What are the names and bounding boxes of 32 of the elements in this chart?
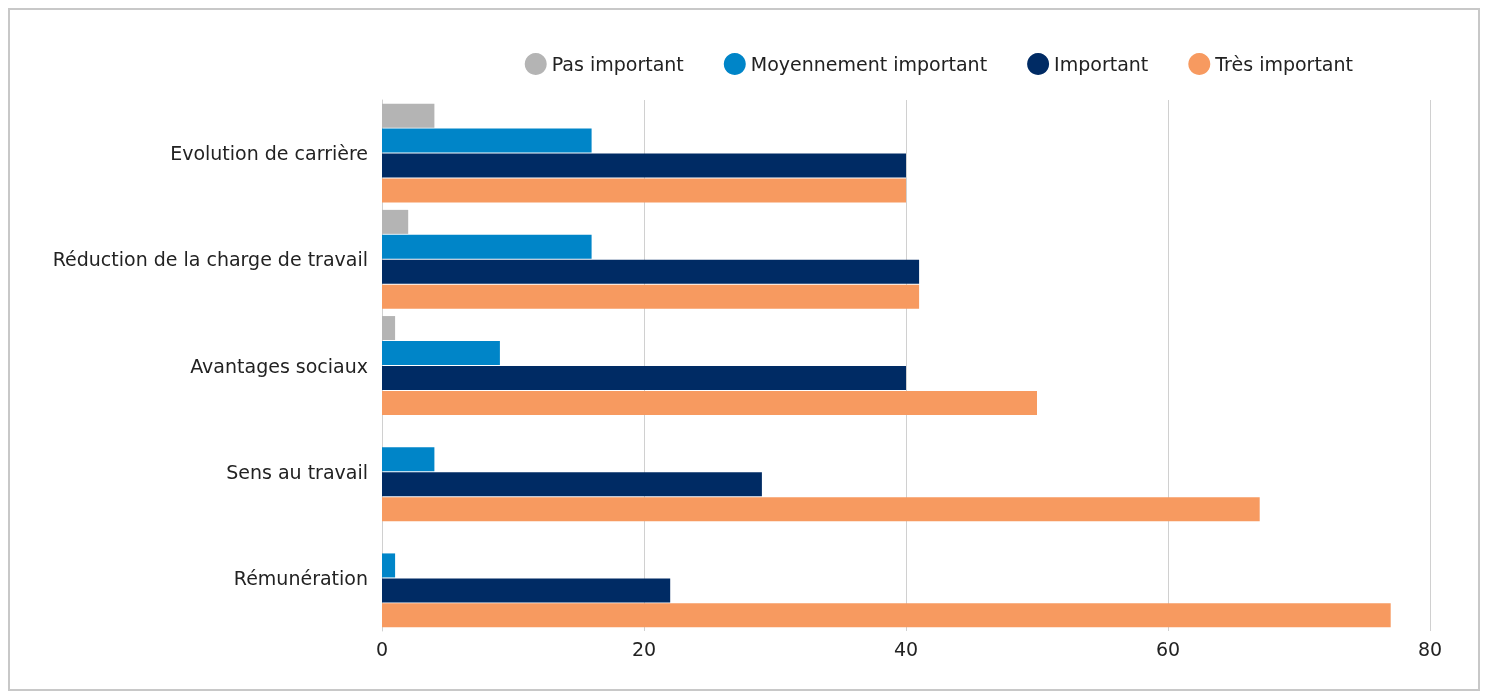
x-tick-label: 60 bbox=[1155, 637, 1181, 660]
bar bbox=[382, 284, 920, 309]
bar bbox=[382, 209, 409, 234]
legend-label: Pas important bbox=[551, 53, 684, 75]
x-tick-label: 20 bbox=[631, 637, 657, 660]
bar bbox=[382, 390, 1037, 415]
bar bbox=[382, 578, 671, 603]
legend-label: Important bbox=[1054, 53, 1149, 75]
bar bbox=[382, 472, 762, 497]
y-tick-label: Réduction de la charge de travail bbox=[52, 248, 368, 271]
bar bbox=[382, 128, 592, 153]
bar bbox=[382, 259, 920, 284]
y-tick-label: Rémunération bbox=[233, 566, 368, 589]
bar bbox=[382, 103, 435, 128]
x-tick-label: 80 bbox=[1417, 637, 1443, 660]
y-tick-label: Avantages sociaux bbox=[190, 354, 368, 377]
bar bbox=[382, 178, 906, 203]
x-tick-label: 0 bbox=[375, 637, 389, 660]
bar bbox=[382, 553, 396, 578]
legend-label: Très important bbox=[1214, 53, 1354, 75]
bar bbox=[382, 365, 906, 390]
bar bbox=[382, 603, 1391, 628]
bar bbox=[382, 316, 396, 341]
bar bbox=[382, 447, 435, 472]
bar bbox=[382, 153, 906, 178]
legend-label: Moyennement important bbox=[750, 53, 988, 75]
y-tick-label: Sens au travail bbox=[226, 460, 368, 483]
bar bbox=[382, 234, 592, 259]
x-tick-label: 40 bbox=[893, 637, 919, 660]
y-tick-label: Evolution de carrière bbox=[170, 142, 368, 165]
bar bbox=[382, 497, 1260, 522]
bar bbox=[382, 341, 500, 366]
